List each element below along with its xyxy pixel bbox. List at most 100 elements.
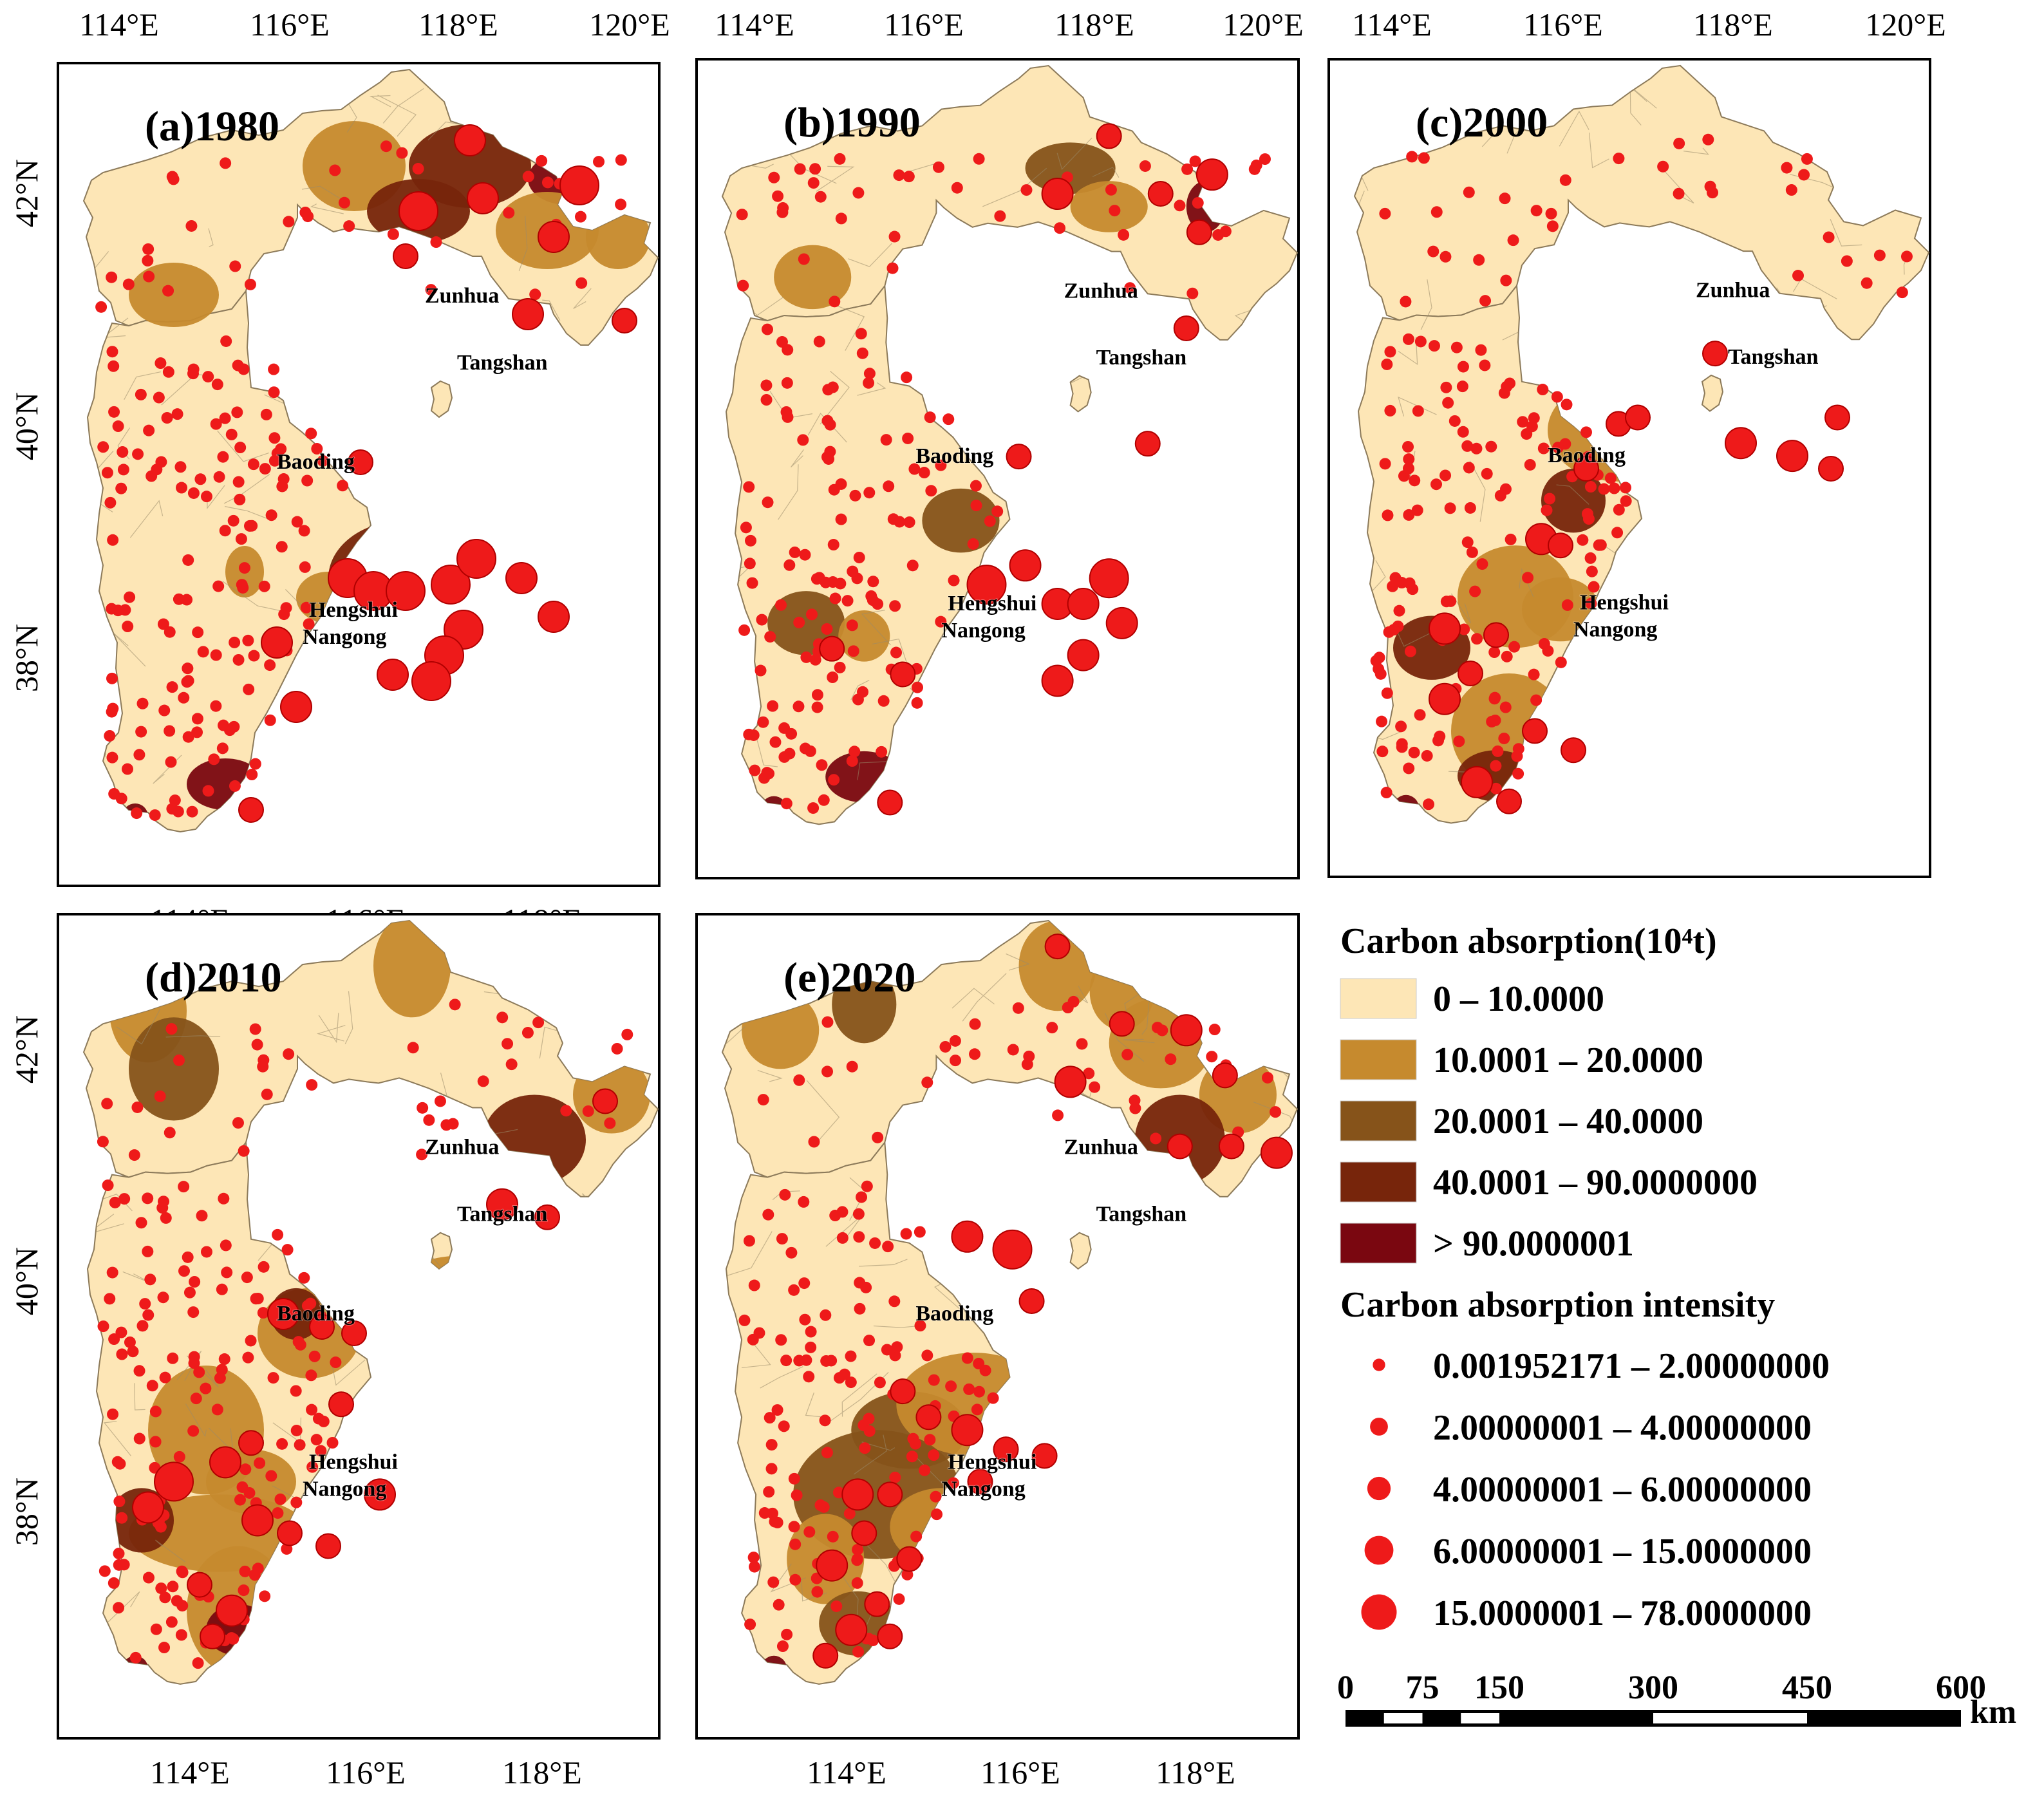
intensity-dot xyxy=(232,1117,244,1129)
intensity-dot xyxy=(846,1060,858,1073)
city-label-hengshui: Hengshui xyxy=(948,1450,1036,1474)
scale-bar-unit: km xyxy=(1970,1694,2016,1731)
intensity-dot xyxy=(1380,787,1392,799)
intensity-dot xyxy=(1044,934,1071,960)
intensity-dot xyxy=(1900,250,1913,263)
intensity-dot xyxy=(219,412,231,424)
legend: Carbon absorption(10⁴t) Carbon absorptio… xyxy=(1337,921,2016,1731)
intensity-dot xyxy=(1577,534,1589,546)
intensity-dot xyxy=(778,751,791,763)
region-island xyxy=(1069,375,1092,413)
scale-bar-tick: 450 xyxy=(1782,1669,1832,1706)
intensity-dot xyxy=(910,1530,923,1543)
county-line xyxy=(1469,460,1486,522)
intensity-dot xyxy=(864,1591,890,1617)
intensity-dot xyxy=(1604,472,1617,484)
intensity-dot xyxy=(202,371,214,383)
intensity-dot xyxy=(1105,606,1138,639)
intensity-dot xyxy=(275,443,287,455)
left-axis-tick: 40°N xyxy=(8,1247,44,1315)
intensity-dot xyxy=(158,1196,170,1208)
county-line xyxy=(1075,986,1089,1004)
intensity-dot xyxy=(315,1445,327,1457)
intensity-dot xyxy=(265,1470,277,1482)
left-axis-tick: 38°N xyxy=(8,1478,44,1546)
intensity-dot xyxy=(1054,222,1066,234)
intensity-dot xyxy=(159,1591,171,1604)
intensity-dot xyxy=(845,1376,857,1389)
intensity-dot xyxy=(882,1241,894,1253)
intensity-dot xyxy=(171,408,183,420)
intensity-dot xyxy=(951,1414,984,1447)
intensity-dot xyxy=(364,1478,396,1511)
intensity-dot xyxy=(928,1374,940,1386)
intensity-dot xyxy=(1445,595,1457,607)
county-line xyxy=(805,1392,825,1418)
intensity-dot xyxy=(798,253,810,265)
intensity-dot xyxy=(1260,1136,1293,1169)
intensity-dot xyxy=(945,1380,957,1393)
intensity-dot xyxy=(855,328,867,340)
intensity-dot xyxy=(843,1508,856,1520)
intensity-dot xyxy=(765,1463,778,1475)
intensity-dot xyxy=(213,471,225,483)
intensity-dot xyxy=(1489,714,1501,726)
intensity-dot xyxy=(576,277,588,289)
intensity-dot xyxy=(173,1450,185,1463)
intensity-dot xyxy=(816,759,828,771)
intensity-dot xyxy=(1414,709,1426,721)
intensity-dot xyxy=(124,1336,136,1348)
intensity-dot xyxy=(846,755,858,767)
intensity-dot xyxy=(1473,254,1485,266)
county-line xyxy=(116,1008,161,1045)
intensity-dot xyxy=(417,1102,429,1114)
intensity-dot xyxy=(1439,469,1452,482)
intensity-dot xyxy=(1129,1102,1141,1114)
intensity-dot xyxy=(254,1457,266,1469)
intensity-dot xyxy=(852,693,864,706)
intensity-dot xyxy=(312,1413,324,1425)
intensity-dot xyxy=(820,576,832,588)
intensity-dot xyxy=(1402,333,1414,345)
intensity-dot xyxy=(182,731,194,743)
intensity-dot xyxy=(1421,749,1433,762)
intensity-dot xyxy=(1412,405,1424,417)
intensity-dot xyxy=(377,659,409,691)
intensity-dot xyxy=(1046,1022,1058,1034)
intensity-dot xyxy=(877,1623,903,1649)
intensity-dot xyxy=(963,1383,975,1395)
intensity-dot xyxy=(846,619,858,632)
intensity-dot xyxy=(387,228,399,240)
intensity-dot xyxy=(1212,1062,1238,1089)
region-island xyxy=(1701,374,1724,412)
intensity-dot xyxy=(560,1105,572,1117)
top-axis-tick: 120°E xyxy=(1865,6,1946,42)
intensity-dot xyxy=(309,1314,335,1340)
intensity-dot xyxy=(814,1499,827,1511)
intensity-dot xyxy=(803,1371,815,1383)
intensity-dot xyxy=(135,726,147,738)
intensity-dot xyxy=(993,1436,1019,1463)
intensity-dot xyxy=(863,377,875,389)
intensity-dot xyxy=(1613,153,1625,165)
intensity-dot xyxy=(1403,462,1415,474)
county-line xyxy=(539,1026,559,1059)
county-line xyxy=(853,1434,887,1475)
intensity-dot xyxy=(970,480,982,492)
intensity-dot xyxy=(743,1235,755,1247)
intensity-dot xyxy=(1498,387,1510,399)
intensity-dot xyxy=(431,565,471,605)
intensity-dot xyxy=(797,434,809,446)
intensity-dot xyxy=(1896,286,1908,299)
intensity-dot xyxy=(827,671,839,684)
intensity-dot xyxy=(1499,701,1512,713)
intensity-dot xyxy=(536,155,548,167)
top-axis-tick: 118°E xyxy=(1055,6,1134,42)
intensity-dot xyxy=(780,798,792,810)
intensity-dot xyxy=(852,1544,864,1556)
intensity-dot xyxy=(919,1464,931,1476)
intensity-dot xyxy=(830,1600,843,1612)
intensity-dot xyxy=(1702,341,1728,367)
intensity-dot xyxy=(1427,245,1439,258)
intensity-dot xyxy=(1548,532,1573,559)
